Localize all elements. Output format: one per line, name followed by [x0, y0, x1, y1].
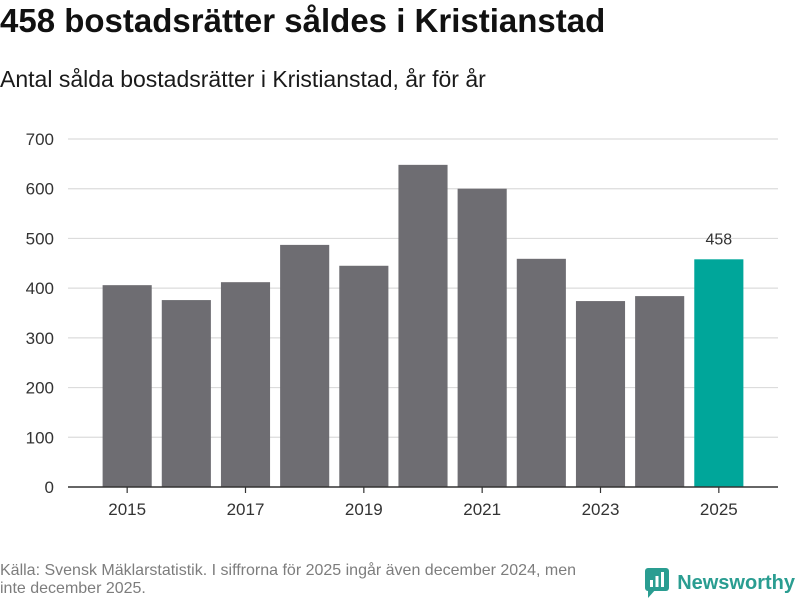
x-tick-label-2021: 2021 [463, 500, 501, 519]
bar-2020 [398, 164, 448, 487]
y-tick-label-500: 500 [26, 229, 54, 248]
y-tick-label-100: 100 [26, 428, 54, 447]
bars [102, 164, 744, 487]
y-tick-label-300: 300 [26, 329, 54, 348]
bar-2019 [339, 265, 389, 487]
x-axis: 2015 2017 2019 2021 2023 2025 [68, 486, 778, 519]
bar-2024 [635, 296, 685, 487]
bar-2015 [102, 285, 152, 487]
x-tick-label-2015: 2015 [108, 500, 146, 519]
y-tick-label-700: 700 [26, 130, 54, 149]
y-tick-label-200: 200 [26, 379, 54, 398]
source-note: Källa: Svensk Mäklarstatistik. I siffror… [0, 562, 576, 597]
bar-2023 [575, 301, 626, 487]
brand-name: Newsworthy [677, 572, 795, 594]
x-tick-label-2017: 2017 [227, 500, 265, 519]
chart-title: 458 bostadsrätter såldes i Kristianstad [0, 2, 606, 39]
y-tick-label-0: 0 [45, 478, 54, 497]
data-labels: 458 [705, 231, 732, 248]
newsworthy-logo-icon [645, 568, 670, 598]
bar-2025 [694, 259, 744, 487]
y-axis: 0 100 200 300 400 500 600 700 [26, 130, 54, 497]
bar-2022 [516, 258, 566, 487]
x-tick-label-2023: 2023 [582, 500, 620, 519]
y-tick-label-600: 600 [26, 180, 54, 199]
brand-logo[interactable]: Newsworthy [645, 568, 795, 598]
bar-2017 [220, 282, 271, 487]
bar-2018 [280, 244, 330, 487]
bar-2016 [161, 300, 211, 487]
bar-chart: 2015 2017 2019 2021 2023 2025 0 100 200 300 400 50… [26, 130, 778, 519]
bar-2021 [457, 188, 507, 487]
data-label-2025: 458 [705, 231, 732, 248]
x-tick-label-2025: 2025 [700, 500, 738, 519]
y-tick-label-400: 400 [26, 279, 54, 298]
x-tick-label-2019: 2019 [345, 500, 383, 519]
chart-subtitle: Antal sålda bostadsrätter i Kristianstad… [0, 66, 486, 92]
